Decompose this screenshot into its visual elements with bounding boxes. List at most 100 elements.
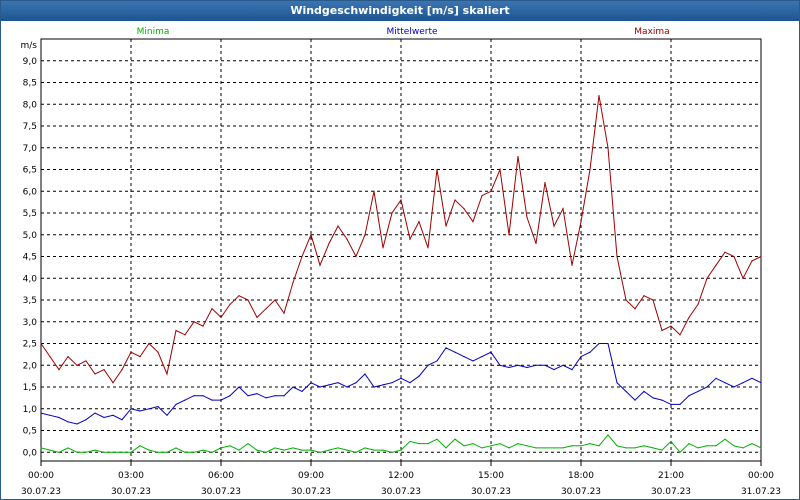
data-point-mittelwerte — [751, 377, 753, 379]
data-point-minima — [166, 451, 168, 453]
data-point-minima — [580, 445, 582, 447]
data-point-minima — [373, 449, 375, 451]
data-point-maxima — [283, 312, 285, 314]
data-point-minima — [148, 449, 150, 451]
data-point-mittelwerte — [139, 410, 141, 412]
y-tick-label: 7,5 — [23, 122, 37, 132]
x-tick-date: 30.07.23 — [291, 487, 331, 497]
data-point-maxima — [553, 225, 555, 227]
data-point-minima — [688, 442, 690, 445]
data-point-mittelwerte — [679, 403, 681, 406]
data-point-minima — [607, 434, 609, 436]
data-point-minima — [301, 449, 303, 451]
data-point-mittelwerte — [445, 347, 447, 349]
data-point-minima — [616, 445, 618, 447]
x-tick-time: 18:00 — [568, 471, 594, 481]
data-point-minima — [157, 451, 159, 453]
data-point-maxima — [265, 308, 267, 310]
data-point-maxima — [472, 221, 474, 223]
data-point-minima — [598, 445, 600, 447]
data-point-mittelwerte — [355, 382, 357, 384]
data-point-mittelwerte — [373, 386, 375, 388]
series-lines — [40, 94, 762, 454]
data-point-minima — [364, 447, 366, 449]
window-title: Windgeschwindigkeit [m/s] skaliert — [1, 1, 799, 21]
data-point-maxima — [643, 295, 645, 297]
data-point-minima — [733, 445, 735, 447]
data-point-mittelwerte — [40, 412, 42, 414]
x-tick-time: 09:00 — [298, 471, 324, 481]
data-point-minima — [310, 449, 312, 451]
legend-minima: Minima — [137, 27, 170, 37]
data-point-minima — [436, 438, 438, 440]
y-tick-label: 2,0 — [23, 361, 38, 371]
data-point-maxima — [400, 199, 402, 201]
data-point-mittelwerte — [562, 364, 564, 366]
legend-mittelwerte: Mittelwerte — [386, 27, 437, 37]
x-tick-time: 21:00 — [658, 471, 684, 481]
data-point-mittelwerte — [76, 423, 78, 425]
labels: 0,0 0,5 1,0 1,5 2,0 2,5 3,0 3,5 4,0 4,5 5,0 5,5 6,0 6… — [21, 27, 782, 497]
data-point-mittelwerte — [67, 421, 69, 423]
data-point-minima — [742, 447, 744, 449]
data-point-mittelwerte — [121, 419, 123, 421]
data-point-mittelwerte — [157, 406, 159, 408]
data-point-maxima — [112, 382, 114, 384]
data-point-minima — [625, 447, 627, 449]
data-point-mittelwerte — [418, 375, 420, 377]
data-point-minima — [697, 447, 699, 449]
data-point-minima — [49, 449, 51, 451]
data-point-maxima — [652, 299, 654, 301]
data-point-minima — [103, 451, 105, 453]
data-point-mittelwerte — [634, 399, 636, 401]
data-point-maxima — [211, 308, 213, 310]
data-point-minima — [634, 447, 636, 449]
y-tick-label: 7,0 — [23, 144, 38, 154]
data-point-maxima — [544, 181, 546, 184]
x-tick-date: 30.07.23 — [111, 487, 151, 497]
y-tick-label: 3,0 — [23, 318, 38, 328]
data-point-minima — [643, 445, 645, 447]
data-point-mittelwerte — [760, 382, 762, 384]
data-point-mittelwerte — [247, 395, 249, 397]
data-point-minima — [472, 442, 474, 445]
data-point-mittelwerte — [481, 355, 483, 358]
data-point-mittelwerte — [337, 382, 339, 384]
x-tick-date: 30.07.23 — [201, 487, 241, 497]
data-point-mittelwerte — [517, 364, 519, 366]
x-tick-time: 00:00 — [748, 471, 774, 481]
data-point-minima — [760, 447, 762, 449]
data-point-mittelwerte — [427, 364, 429, 366]
data-point-maxima — [175, 329, 177, 332]
data-point-mittelwerte — [310, 382, 312, 384]
data-point-maxima — [49, 355, 51, 358]
x-tick-time: 03:00 — [118, 471, 144, 481]
data-point-minima — [346, 449, 348, 451]
data-point-minima — [490, 445, 492, 447]
data-point-minima — [202, 449, 204, 451]
data-point-maxima — [688, 316, 690, 319]
data-point-mittelwerte — [166, 414, 168, 416]
data-point-maxima — [724, 251, 726, 253]
data-point-maxima — [58, 369, 60, 371]
data-point-maxima — [742, 277, 744, 279]
data-point-mittelwerte — [652, 397, 654, 399]
data-point-maxima — [67, 355, 69, 358]
data-point-mittelwerte — [742, 382, 744, 384]
data-point-mittelwerte — [688, 395, 690, 397]
data-point-minima — [292, 447, 294, 449]
data-point-mittelwerte — [625, 390, 627, 392]
y-tick-label: 2,5 — [23, 340, 37, 350]
data-point-mittelwerte — [283, 395, 285, 397]
data-point-minima — [130, 451, 132, 453]
data-point-maxima — [571, 264, 573, 266]
data-point-mittelwerte — [607, 342, 609, 345]
y-tick-label: 6,5 — [23, 166, 37, 176]
data-point-maxima — [193, 321, 195, 323]
line-chart: 0,0 0,5 1,0 1,5 2,0 2,5 3,0 3,5 4,0 4,5 5,0 5,5 6,0 6… — [21, 27, 782, 497]
data-point-minima — [184, 451, 186, 453]
data-point-mittelwerte — [211, 399, 213, 401]
data-point-maxima — [499, 168, 501, 171]
data-point-mittelwerte — [148, 408, 150, 410]
data-point-maxima — [580, 221, 582, 223]
